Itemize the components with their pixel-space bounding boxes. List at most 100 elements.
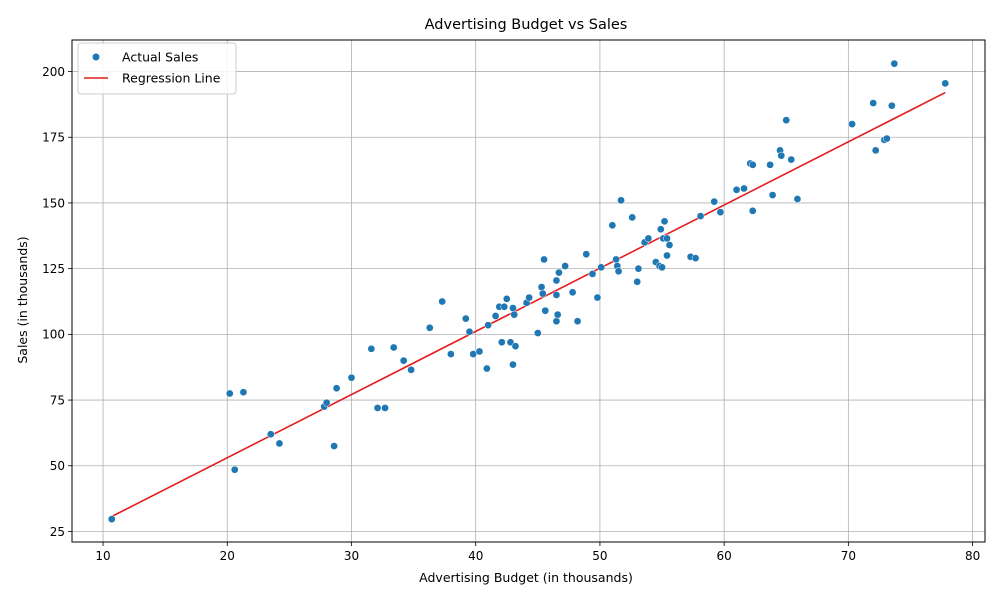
data-point <box>538 289 547 298</box>
data-point <box>660 217 669 226</box>
data-point <box>483 364 491 373</box>
data-point <box>509 304 517 312</box>
data-point <box>497 338 506 347</box>
y-tick-label: 100 <box>42 328 65 342</box>
data-point <box>491 312 500 320</box>
x-axis-label: Advertising Budget (in thousands) <box>419 570 633 585</box>
data-point <box>656 225 665 234</box>
data-point <box>322 398 331 407</box>
data-point <box>634 264 643 273</box>
x-tick-label: 30 <box>344 549 359 563</box>
data-point <box>612 255 620 264</box>
data-point <box>628 213 637 222</box>
data-point <box>461 314 470 323</box>
data-point <box>347 373 356 382</box>
data-point <box>777 151 786 160</box>
data-point <box>848 120 856 128</box>
data-point <box>239 388 248 397</box>
data-point <box>665 241 674 249</box>
data-point <box>633 277 642 286</box>
data-point <box>663 251 671 260</box>
y-tick-label: 75 <box>50 393 65 407</box>
data-point <box>389 343 398 352</box>
y-tick-label: 150 <box>42 196 65 210</box>
x-tick-label: 50 <box>592 549 607 563</box>
data-point <box>399 356 408 365</box>
data-point <box>644 234 653 243</box>
y-tick-label: 125 <box>42 262 65 276</box>
data-point <box>696 212 705 220</box>
data-point <box>332 384 341 393</box>
data-point <box>588 270 597 278</box>
x-tick-label: 70 <box>841 549 856 563</box>
data-point <box>871 146 880 155</box>
data-point <box>266 430 275 439</box>
x-tick-label: 20 <box>220 549 235 563</box>
data-point <box>890 59 899 68</box>
data-point <box>658 263 666 272</box>
legend-box <box>77 42 237 95</box>
data-point <box>511 342 520 351</box>
data-point <box>869 99 878 107</box>
y-axis-label: Sales (in thousands) <box>15 236 30 363</box>
data-point <box>555 268 563 277</box>
x-tick-label: 80 <box>965 549 980 563</box>
data-point <box>768 191 777 199</box>
data-point <box>597 263 606 272</box>
plot-frame <box>71 39 986 543</box>
y-tick-label: 175 <box>42 131 65 145</box>
data-point <box>225 389 234 398</box>
data-point <box>525 293 533 302</box>
data-point <box>373 404 382 412</box>
legend: Actual Sales Regression Line <box>77 42 237 95</box>
data-point <box>540 255 548 264</box>
data-point <box>107 515 116 523</box>
grid <box>72 40 985 542</box>
data-point <box>573 317 582 326</box>
data-point <box>484 321 492 330</box>
data-point <box>541 306 550 315</box>
data-point <box>608 221 617 230</box>
data-point <box>582 250 591 259</box>
data-point <box>500 302 509 311</box>
data-point <box>425 323 434 332</box>
data-point <box>561 262 569 270</box>
legend-marker-actual-sales <box>92 53 100 61</box>
data-point <box>502 295 511 303</box>
data-point <box>887 101 896 110</box>
data-point <box>552 291 561 299</box>
data-point <box>748 160 757 169</box>
data-point <box>766 160 774 169</box>
data-point <box>793 195 802 203</box>
data-point <box>782 116 791 125</box>
data-point <box>537 283 546 291</box>
data-point <box>568 288 577 297</box>
y-tick-label: 50 <box>50 459 65 473</box>
chart-title: Advertising Budget vs Sales <box>425 17 628 33</box>
data-point <box>407 365 415 374</box>
data-point <box>663 234 671 243</box>
data-point <box>732 185 741 194</box>
data-point <box>691 254 700 262</box>
data-point <box>465 327 474 336</box>
y-axis-ticks: 25 50 75 100 125 150 175 200 <box>42 65 72 539</box>
data-point <box>883 134 891 143</box>
data-point <box>748 206 757 215</box>
data-point <box>941 79 950 88</box>
y-tick-label: 200 <box>42 65 65 79</box>
data-point <box>509 360 517 369</box>
legend-label-actual-sales: Actual Sales <box>122 50 198 65</box>
x-tick-label: 10 <box>95 549 110 563</box>
data-point <box>617 196 625 205</box>
data-point <box>787 155 796 164</box>
data-point <box>447 350 455 358</box>
data-point <box>330 442 338 450</box>
data-point <box>475 347 484 356</box>
x-tick-label: 40 <box>468 549 483 563</box>
data-point <box>552 317 561 326</box>
data-point <box>275 439 284 448</box>
data-point <box>710 197 719 206</box>
data-point <box>552 276 561 285</box>
